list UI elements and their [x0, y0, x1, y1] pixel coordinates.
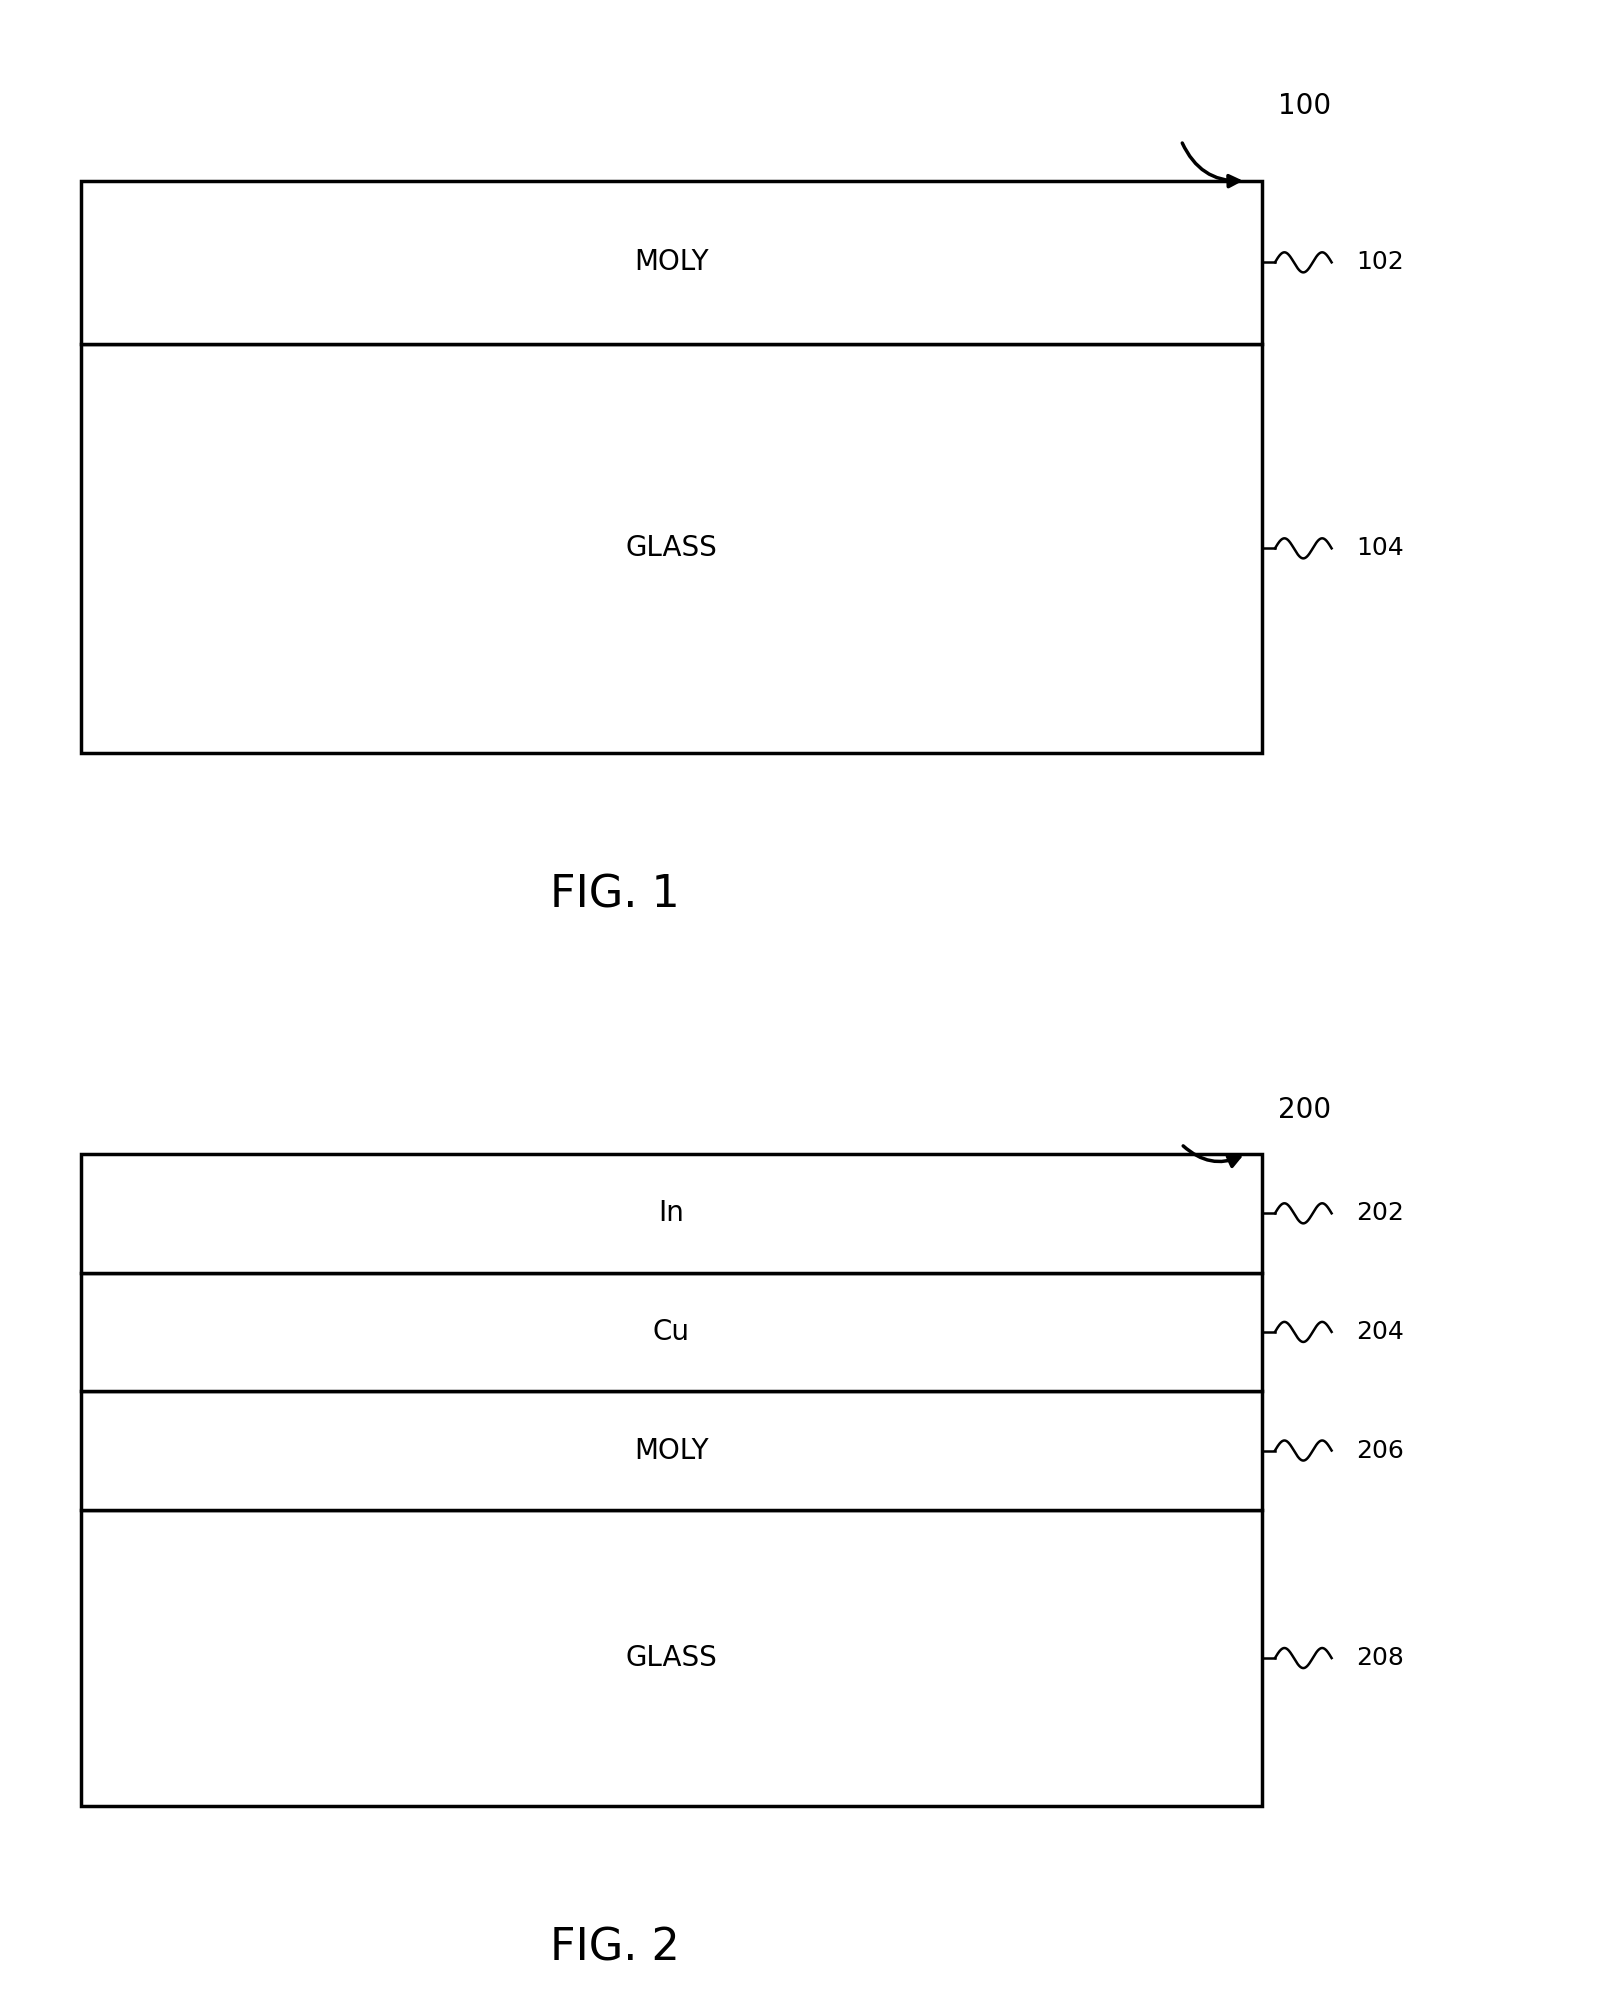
Text: FIG. 2: FIG. 2: [550, 1927, 680, 1969]
Bar: [81, 1509, 1262, 1806]
Bar: [81, 1154, 1262, 1272]
Bar: [81, 343, 1262, 753]
Text: 204: 204: [1356, 1321, 1404, 1345]
Text: 208: 208: [1356, 1646, 1404, 1670]
Text: MOLY: MOLY: [634, 1437, 709, 1465]
Text: Cu: Cu: [654, 1319, 689, 1347]
Bar: [81, 1272, 1262, 1391]
Text: 202: 202: [1356, 1202, 1404, 1226]
Text: GLASS: GLASS: [626, 534, 717, 562]
Text: 100: 100: [1278, 92, 1332, 120]
Text: MOLY: MOLY: [634, 249, 709, 277]
Text: 206: 206: [1356, 1439, 1404, 1463]
Text: 200: 200: [1278, 1096, 1332, 1124]
Bar: [81, 181, 1262, 343]
Text: In: In: [659, 1200, 684, 1228]
Text: FIG. 1: FIG. 1: [550, 873, 680, 915]
Text: GLASS: GLASS: [626, 1644, 717, 1672]
Text: 102: 102: [1356, 251, 1404, 275]
Text: 104: 104: [1356, 536, 1404, 560]
Bar: [81, 1391, 1262, 1509]
